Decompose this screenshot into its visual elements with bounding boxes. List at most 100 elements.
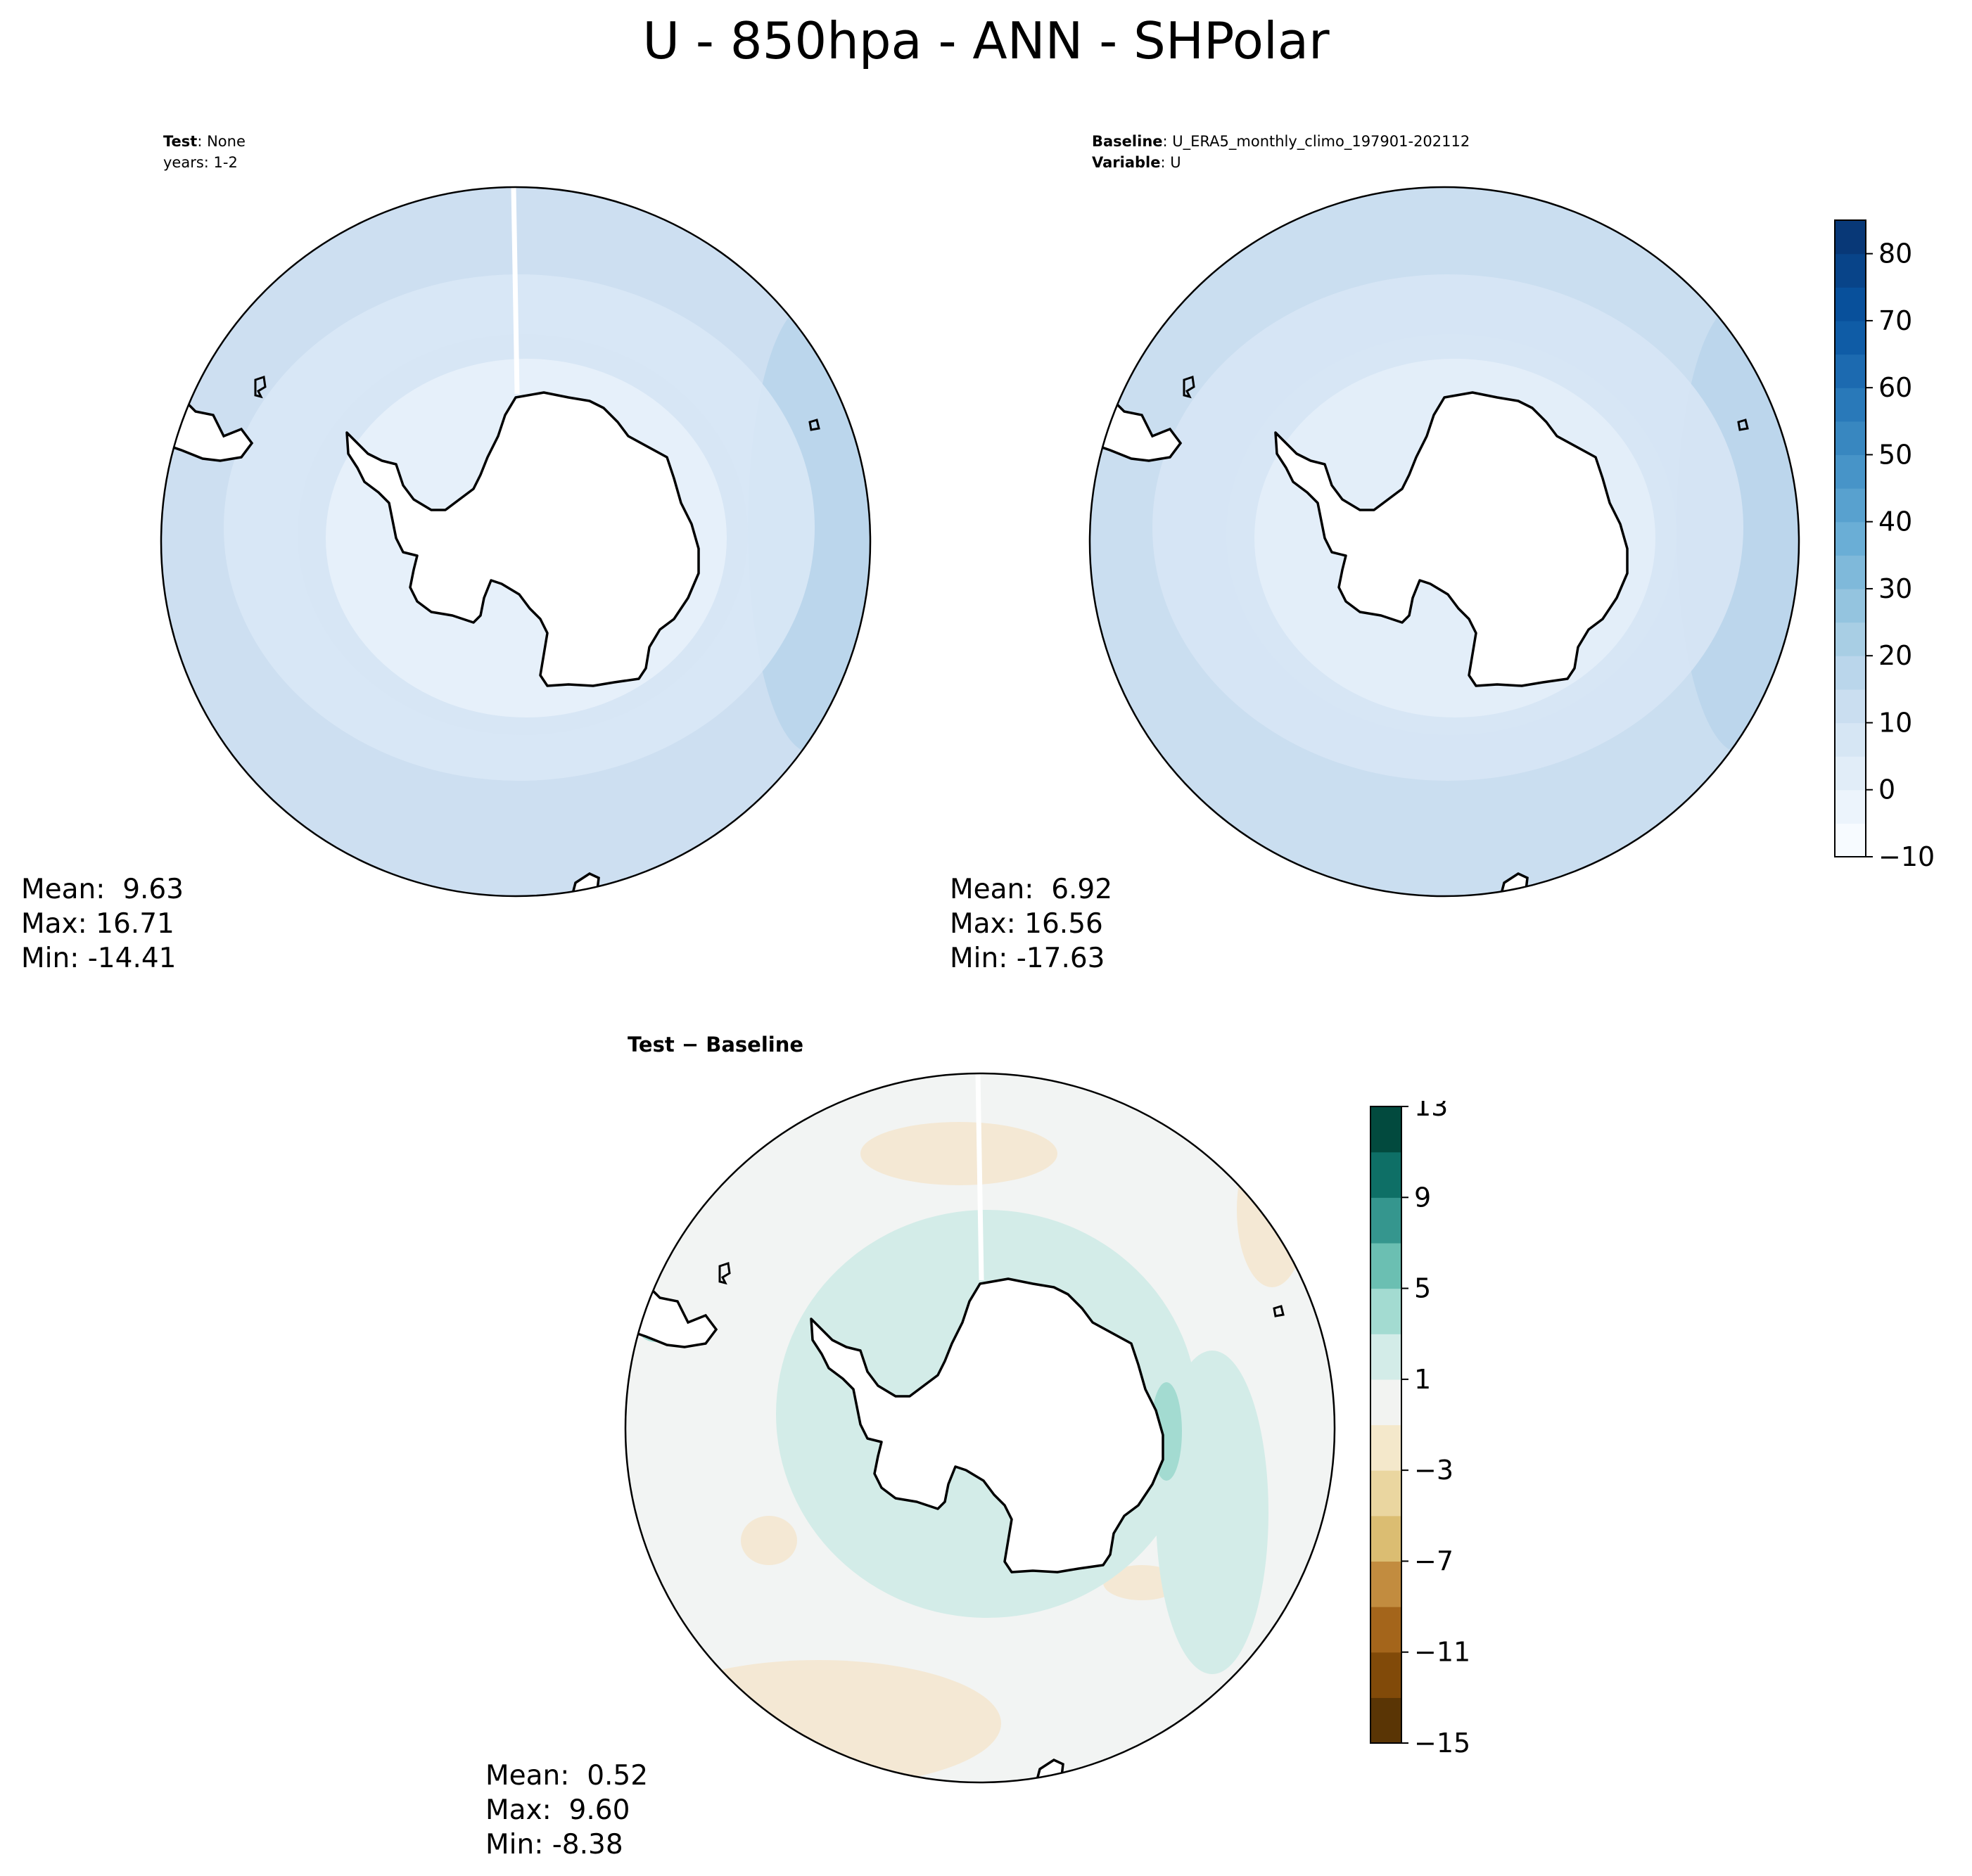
main-colorbar-segment — [1835, 823, 1866, 857]
diff-colorbar-segment — [1370, 1607, 1401, 1653]
diff-island-coastline — [1273, 1305, 1285, 1317]
diff-colorbar: 13 9 5 1 −3 −7 −11 −15 — [1370, 1101, 1470, 1755]
main-colorbar-segment — [1835, 253, 1866, 288]
main-colorbar-segment — [1835, 421, 1866, 456]
main-colorbar-segment — [1835, 789, 1866, 824]
baseline-max: Max: 16.56 — [950, 908, 1103, 940]
diff-colorbar-tick-label: 13 — [1414, 1101, 1448, 1122]
diff-missing-seam — [975, 1073, 984, 1281]
main-colorbar-segment — [1835, 287, 1866, 321]
baseline-falklands-coastline — [1183, 376, 1195, 399]
diff-falklands-coastline — [718, 1262, 731, 1285]
test-max: Max: 16.71 — [21, 908, 174, 940]
main-colorbar-frame — [1834, 219, 1866, 857]
test-falklands-coastline — [254, 376, 267, 399]
main-colorbar: 80 70 60 50 40 30 20 10 0 −10 — [1834, 219, 1935, 869]
diff-colorbar-segment — [1370, 1697, 1401, 1744]
diff-panel-title: Test − Baseline — [628, 1033, 804, 1057]
main-colorbar-tick-label: 60 — [1878, 372, 1912, 403]
diff-colorbar-segment — [1370, 1652, 1401, 1698]
main-colorbar-segment — [1835, 488, 1866, 523]
diff-max: Max: 9.60 — [485, 1794, 630, 1826]
main-colorbar-segment — [1835, 656, 1866, 690]
diff-map — [625, 1073, 1335, 1782]
diff-colorbar-segment — [1370, 1106, 1401, 1153]
diff-colorbar-segment — [1370, 1515, 1401, 1562]
main-colorbar-tick-label: 0 — [1878, 774, 1895, 805]
baseline-island-coastline — [1737, 419, 1749, 431]
test-header-years: years: 1-2 — [163, 154, 238, 171]
main-colorbar-segment — [1835, 521, 1866, 556]
diff-colorbar-tick-label: −7 — [1414, 1545, 1453, 1576]
diff-colorbar-tick-label: 1 — [1414, 1364, 1431, 1395]
baseline-min: Min: -17.63 — [950, 943, 1105, 974]
test-header-key: Test — [163, 133, 198, 150]
diff-colorbar-segment — [1370, 1334, 1401, 1380]
main-colorbar-segment — [1835, 588, 1866, 623]
diff-colorbar-segment — [1370, 1197, 1401, 1244]
test-missing-seam — [511, 187, 520, 395]
main-colorbar-tick-label: 80 — [1878, 238, 1912, 269]
diff-colorbar-segment — [1370, 1242, 1401, 1289]
diff-colorbar-segment — [1370, 1424, 1401, 1471]
diff-colorbar-segment — [1370, 1379, 1401, 1426]
diff-pos-east — [1156, 1351, 1268, 1674]
main-colorbar-segment — [1835, 354, 1866, 388]
diff-colorbar-segment — [1370, 1288, 1401, 1334]
variable-header-key: Variable — [1092, 154, 1161, 171]
main-colorbar-tick-label: 70 — [1878, 305, 1912, 336]
baseline-header-key: Baseline — [1092, 133, 1163, 150]
diff-colorbar-segment — [1370, 1470, 1401, 1517]
main-colorbar-tick-label: 20 — [1878, 640, 1912, 671]
main-colorbar-tick-label: 10 — [1878, 707, 1912, 738]
diff-stats: Mean: 0.52 Max: 9.60 Min: -8.38 — [485, 1759, 648, 1862]
diff-colorbar-tick-label: −11 — [1414, 1637, 1470, 1668]
main-colorbar-segment — [1835, 220, 1866, 255]
baseline-stats: Mean: 6.92 Max: 16.56 Min: -17.63 — [950, 872, 1112, 976]
diff-colorbar-tick-label: 9 — [1414, 1182, 1431, 1213]
diff-neg-west — [741, 1516, 797, 1565]
test-map-border — [160, 186, 872, 898]
baseline-panel-header: Baseline: U_ERA5_monthly_climo_197901-20… — [1092, 131, 1470, 173]
figure-title: U - 850hpa - ANN - SHPolar — [642, 11, 1330, 70]
variable-header-value: U — [1170, 154, 1181, 171]
diff-colorbar-tick-label: 5 — [1414, 1273, 1431, 1304]
test-island-coastline — [808, 419, 820, 431]
test-min: Min: -14.41 — [21, 943, 177, 974]
main-colorbar-tick-label: 30 — [1878, 573, 1912, 604]
diff-colorbar-tick-label: −3 — [1414, 1455, 1453, 1486]
variable-header-sep: : — [1160, 154, 1171, 171]
main-colorbar-tick-label: −10 — [1878, 841, 1935, 869]
baseline-mean: Mean: 6.92 — [950, 874, 1113, 905]
baseline-map-border — [1088, 186, 1800, 898]
diff-colorbar-frame — [1370, 1106, 1402, 1744]
test-stats: Mean: 9.63 Max: 16.71 Min: -14.41 — [21, 872, 184, 976]
diff-neg-east — [1237, 1132, 1307, 1287]
test-header-value: None — [207, 133, 246, 150]
test-panel-header: Test: None years: 1-2 — [163, 131, 246, 173]
diff-neg-south — [635, 1660, 1001, 1782]
diff-colorbar-segment — [1370, 1561, 1401, 1607]
test-header-sep: : — [197, 133, 208, 150]
main-colorbar-segment — [1835, 320, 1866, 355]
diff-neg-north — [860, 1122, 1057, 1185]
diff-map-border — [624, 1072, 1336, 1784]
diff-mean: Mean: 0.52 — [485, 1760, 649, 1792]
diff-colorbar-tick-label: −15 — [1414, 1728, 1470, 1755]
baseline-header-sep: : — [1162, 133, 1173, 150]
baseline-map — [1090, 187, 1799, 896]
main-colorbar-segment — [1835, 454, 1866, 489]
main-colorbar-segment — [1835, 622, 1866, 656]
test-mean: Mean: 9.63 — [21, 874, 184, 905]
main-colorbar-segment — [1835, 756, 1866, 791]
diff-min: Min: -8.38 — [485, 1829, 623, 1861]
main-colorbar-segment — [1835, 689, 1866, 724]
baseline-header-value: U_ERA5_monthly_climo_197901-202112 — [1172, 133, 1470, 150]
main-colorbar-tick-label: 50 — [1878, 439, 1912, 470]
test-map — [161, 187, 870, 896]
main-colorbar-segment — [1835, 555, 1866, 589]
diff-colorbar-segment — [1370, 1151, 1401, 1198]
main-colorbar-segment — [1835, 388, 1866, 422]
main-colorbar-tick-label: 40 — [1878, 506, 1912, 537]
